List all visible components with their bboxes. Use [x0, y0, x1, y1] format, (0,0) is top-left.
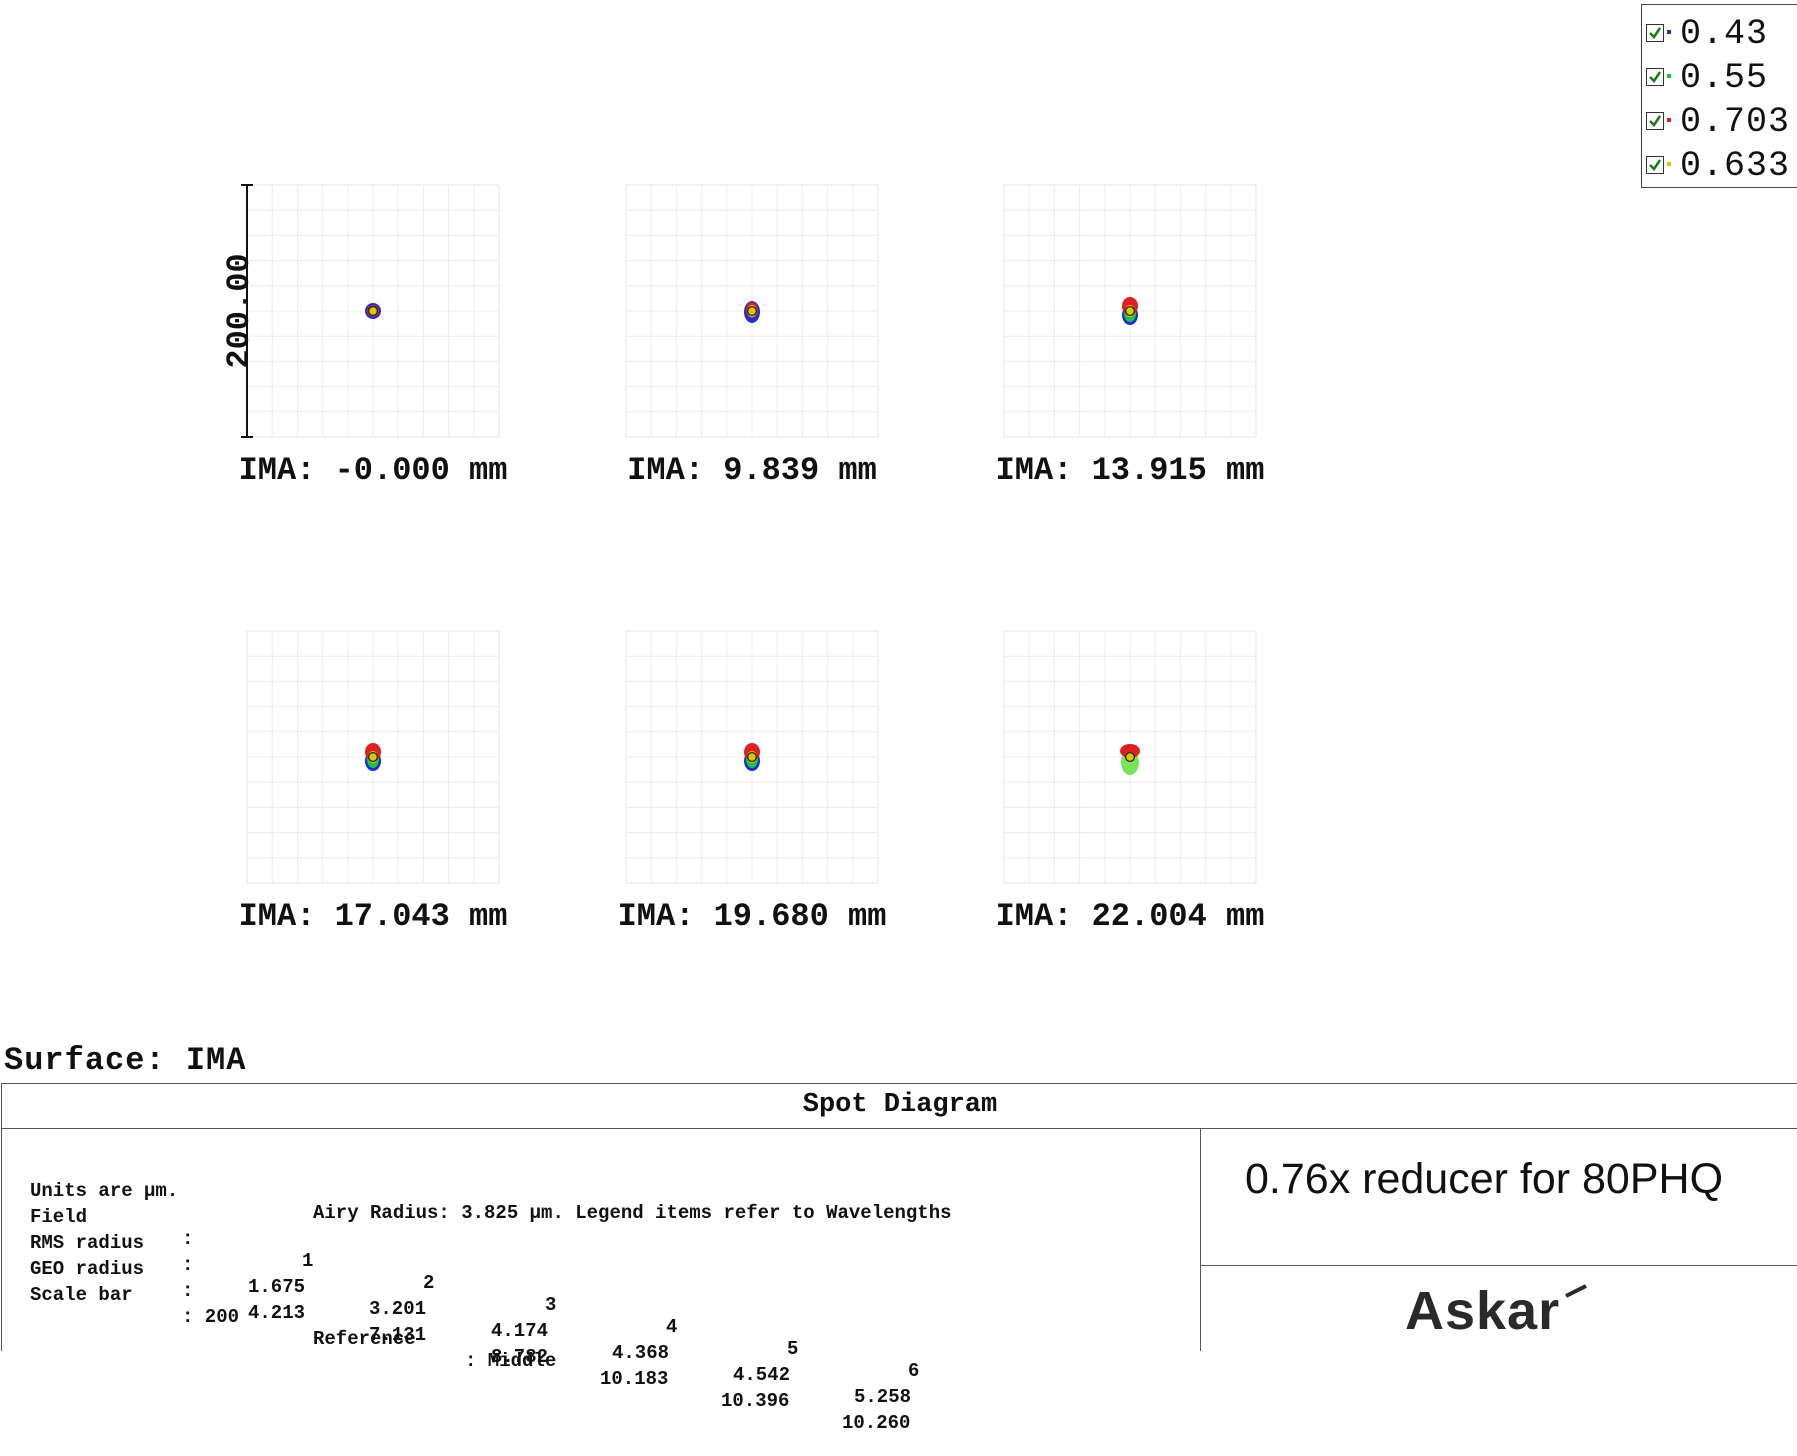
check-icon [1649, 71, 1662, 83]
scale-row: Scale bar : 200 Reference : Middle [30, 1262, 556, 1394]
product-title: 0.76x reducer for 80PHQ [1245, 1155, 1724, 1203]
airy-disk-circle [1124, 751, 1136, 763]
legend-symbol-2 [1667, 74, 1671, 78]
scale-bar-label: 200.00 [221, 253, 258, 368]
geo-value-5: 10.396 [721, 1390, 790, 1412]
geo-sep: : [182, 1280, 194, 1302]
geo-value-4: 10.183 [600, 1368, 669, 1390]
field-label-5: IMA: 19.680 mm [618, 898, 887, 935]
rms-value-1: 1.675 [248, 1276, 306, 1298]
geo-value-6: 10.260 [842, 1412, 911, 1434]
reference-label: Reference [313, 1328, 416, 1350]
field-num-1: 1 [302, 1250, 314, 1272]
legend-checkbox-4[interactable] [1646, 156, 1664, 174]
legend-label-2: 0.55 [1680, 58, 1769, 98]
field-num-2: 2 [423, 1272, 435, 1294]
title-row: Spot Diagram [2, 1084, 1797, 1129]
spot-diagram-plot: IMA: -0.000 mm IMA: 9.839 mm IMA: 13.915 m… [221, 184, 1265, 935]
check-icon [1649, 159, 1662, 171]
rms-label: RMS radius [30, 1232, 145, 1254]
spot-yellow [747, 305, 757, 317]
rms-value-6: 5.258 [854, 1386, 912, 1408]
product-title-cell: 0.76x reducer for 80PHQ [1201, 1129, 1797, 1266]
rms-value-4: 4.368 [612, 1342, 670, 1364]
legend-label-1: 0.43 [1680, 14, 1769, 54]
legend-item-4[interactable]: 0.633 [1642, 145, 1797, 186]
legend-checkbox-3[interactable] [1646, 112, 1664, 130]
legend-label-3: 0.703 [1680, 102, 1791, 142]
airy-disk-circle [746, 305, 758, 317]
legend-item-1[interactable]: 0.43 [1642, 13, 1797, 54]
spot-yellow [368, 306, 378, 316]
logo-accent-icon [1565, 1284, 1587, 1298]
legend-item-3[interactable]: 0.703 [1642, 101, 1797, 142]
brand-cell: Askar [1201, 1266, 1797, 1351]
spot-yellow [1125, 305, 1135, 317]
reference-value: : Middle [465, 1350, 557, 1372]
spot-yellow [368, 751, 378, 763]
field-num-6: 6 [908, 1360, 920, 1382]
units-line: Units are µm. Airy Radius: 3.825 µm. Leg… [30, 1158, 952, 1246]
legend-label-4: 0.633 [1680, 146, 1791, 186]
geo-label: GEO radius [30, 1258, 145, 1280]
spot-red [1120, 744, 1140, 758]
rms-sep: : [182, 1254, 194, 1276]
field-num-3: 3 [545, 1294, 557, 1316]
field-label-2: IMA: 9.839 mm [627, 452, 877, 489]
field-sep: : [182, 1228, 194, 1250]
airy-text: Airy Radius: 3.825 µm. Legend items refe… [313, 1202, 952, 1224]
legend-symbol-1 [1667, 30, 1671, 34]
field-label-1: IMA: -0.000 mm [239, 452, 508, 489]
scale-bar-value: : 200 [182, 1306, 240, 1328]
field-label-3: IMA: 13.915 mm [996, 452, 1265, 489]
airy-disk-circle [1124, 305, 1136, 317]
field-label-6: IMA: 22.004 mm [996, 898, 1265, 935]
legend-checkbox-1[interactable] [1646, 24, 1664, 42]
airy-disk-circle [367, 751, 379, 763]
scale-bar-label: Scale bar [30, 1284, 133, 1306]
parameters-panel: Units are µm. Airy Radius: 3.825 µm. Leg… [2, 1129, 1201, 1434]
rms-value-3: 4.174 [491, 1320, 549, 1342]
geo-value-1: 4.213 [248, 1302, 306, 1324]
surface-label: Surface: IMA [4, 1042, 247, 1079]
field-label: Field [30, 1206, 88, 1228]
askar-logo: Askar [1405, 1281, 1561, 1341]
geo-value-2: 7.131 [369, 1324, 427, 1346]
field-num-5: 5 [787, 1338, 799, 1360]
rms-value-2: 3.201 [369, 1298, 427, 1320]
rms-value-5: 4.542 [733, 1364, 791, 1386]
airy-disk-circle [367, 305, 379, 317]
field-num-4: 4 [666, 1316, 678, 1338]
legend-checkbox-2[interactable] [1646, 68, 1664, 86]
diagram-title: Spot Diagram [802, 1090, 998, 1120]
check-icon [1649, 27, 1662, 39]
legend-item-2[interactable]: 0.55 [1642, 57, 1797, 98]
check-icon [1649, 115, 1662, 127]
field-label-4: IMA: 17.043 mm [239, 898, 508, 935]
legend-symbol-3 [1667, 118, 1671, 122]
legend-symbol-4 [1667, 162, 1671, 166]
info-table: Spot Diagram Units are µm. Airy Radius: … [1, 1083, 1797, 1434]
wavelength-legend: 0.43 0.55 0.703 0.633 [1641, 4, 1797, 188]
spot-yellow [747, 751, 757, 763]
airy-disk-circle [746, 751, 758, 763]
units-text: Units are µm. [30, 1180, 179, 1202]
spot-yellow [1125, 752, 1135, 762]
